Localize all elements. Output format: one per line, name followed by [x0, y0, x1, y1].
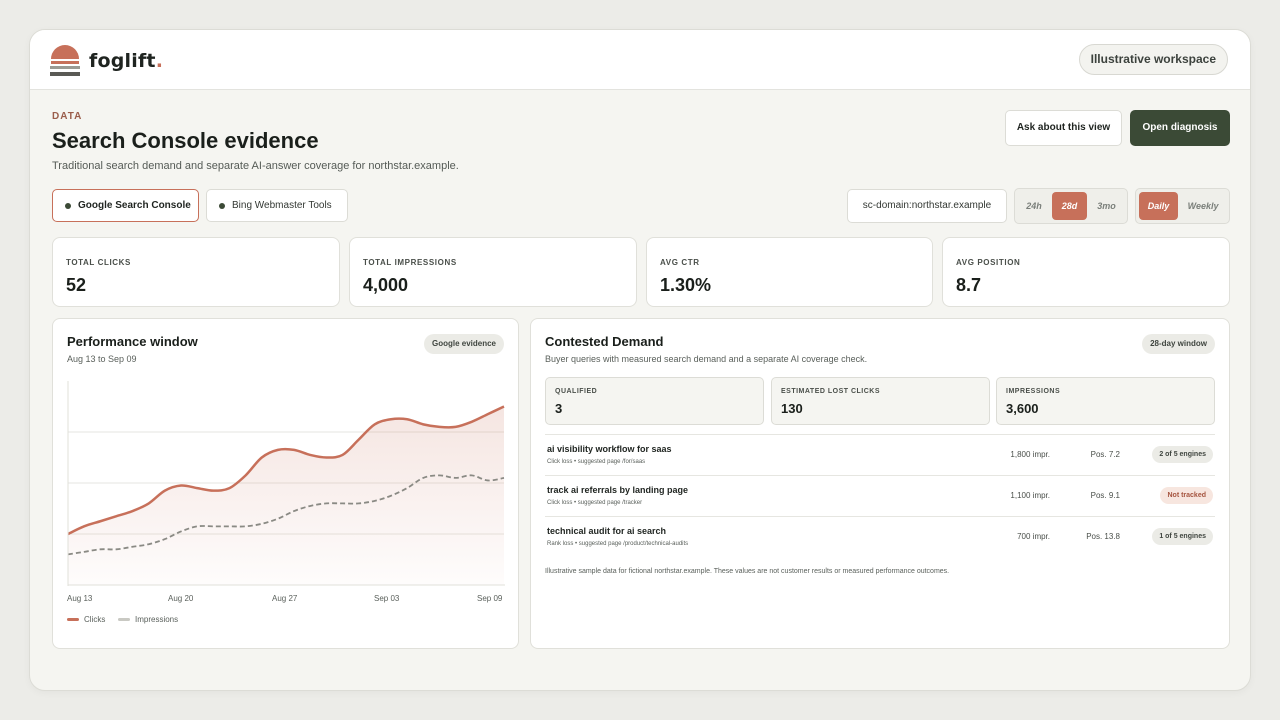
- engine-coverage-badge: 2 of 5 engines: [1152, 446, 1213, 463]
- x-tick-label: Sep 09: [477, 594, 503, 603]
- google-evidence-badge: Google evidence: [423, 334, 504, 354]
- x-tick-label: Aug 13: [67, 594, 93, 603]
- card-title: Performance window: [67, 334, 198, 349]
- legend-impressions: Impressions: [118, 615, 178, 624]
- query-row[interactable]: track ai referrals by landing page Click…: [545, 475, 1215, 516]
- stat-value: 3: [555, 401, 563, 416]
- kpi-total-clicks: TOTAL CLICKS 52: [52, 237, 340, 307]
- stat-label: ESTIMATED LOST CLICKS: [781, 388, 881, 395]
- kpi-value: 4,000: [363, 275, 409, 295]
- stat-estimated-lost-clicks: ESTIMATED LOST CLICKS 130: [771, 377, 990, 425]
- x-tick-label: Aug 27: [272, 594, 298, 603]
- query-detail: Click loss • suggested page /tracker: [547, 500, 643, 506]
- kpi-total-impressions: TOTAL IMPRESSIONS 4,000: [349, 237, 637, 307]
- query-detail: Rank loss • suggested page /product/tech…: [547, 541, 689, 547]
- query-impressions: 1,100 impr.: [1010, 491, 1050, 500]
- query-position: Pos. 7.2: [1090, 450, 1120, 459]
- kpi-value: 1.30%: [660, 275, 712, 295]
- contested-demand-card: Contested Demand Buyer queries with meas…: [530, 318, 1230, 649]
- query-row[interactable]: technical audit for ai search Rank loss …: [545, 516, 1215, 557]
- page-subtitle: Traditional search demand and separate A…: [52, 160, 459, 172]
- kpi-avg-ctr: AVG CTR 1.30%: [646, 237, 933, 307]
- performance-window-card: Performance window Aug 13 to Sep 09 Goog…: [52, 318, 519, 649]
- kpi-value: 52: [66, 275, 87, 295]
- query-row[interactable]: ai visibility workflow for saas Click lo…: [545, 434, 1215, 475]
- x-tick-label: Aug 20: [168, 594, 194, 603]
- stat-impressions: IMPRESSIONS 3,600: [996, 377, 1215, 425]
- range-option-3mo[interactable]: 3mo: [1097, 201, 1116, 211]
- granularity-daily[interactable]: Daily: [1139, 192, 1179, 220]
- domain-selector[interactable]: sc-domain:northstar.example: [847, 189, 1007, 223]
- tab-label: Google Search Console: [78, 200, 191, 211]
- query-impressions: 1,800 impr.: [1010, 450, 1050, 459]
- workspace-switcher[interactable]: Illustrative workspace: [1078, 44, 1228, 75]
- page-title: Search Console evidence: [52, 128, 319, 153]
- window-badge: 28-day window: [1142, 334, 1215, 354]
- kpi-value: 8.7: [956, 275, 982, 295]
- stat-value: 130: [781, 401, 803, 416]
- legend-clicks: Clicks: [67, 615, 105, 624]
- app-window: foglift. Illustrative workspace DATA Sea…: [29, 29, 1251, 691]
- kpi-avg-position: AVG POSITION 8.7: [942, 237, 1230, 307]
- granularity-weekly[interactable]: Weekly: [1187, 201, 1219, 211]
- open-diagnosis-button[interactable]: Open diagnosis: [1130, 110, 1230, 146]
- foglift-logo-icon: [50, 45, 80, 76]
- kpi-label: AVG CTR: [660, 258, 700, 267]
- ask-about-view-button[interactable]: Ask about this view: [1005, 110, 1122, 146]
- query-position: Pos. 9.1: [1090, 491, 1120, 500]
- kpi-label: TOTAL CLICKS: [66, 258, 131, 267]
- brand-name[interactable]: foglift.: [89, 50, 164, 72]
- stat-value: 3,600: [1006, 401, 1039, 416]
- tab-label: Bing Webmaster Tools: [232, 200, 332, 211]
- card-subtitle: Buyer queries with measured search deman…: [545, 354, 868, 364]
- status-dot-icon: [65, 203, 71, 209]
- stat-label: QUALIFIED: [555, 388, 598, 395]
- range-option-28d[interactable]: 28d: [1052, 192, 1087, 220]
- card-title: Contested Demand: [545, 334, 664, 349]
- stat-qualified: QUALIFIED 3: [545, 377, 764, 425]
- query-impressions: 700 impr.: [1017, 532, 1050, 541]
- tab-bing-webmaster-tools[interactable]: Bing Webmaster Tools: [206, 189, 348, 222]
- status-dot-icon: [219, 203, 225, 209]
- disclaimer-text: Illustrative sample data for fictional n…: [545, 568, 950, 575]
- tab-google-search-console[interactable]: Google Search Console: [52, 189, 199, 222]
- query-text: ai visibility workflow for saas: [547, 444, 672, 454]
- top-bar: foglift. Illustrative workspace: [30, 30, 1250, 90]
- section-eyebrow: DATA: [52, 111, 83, 122]
- engine-coverage-badge: Not tracked: [1160, 487, 1213, 504]
- query-text: technical audit for ai search: [547, 526, 667, 536]
- date-range-label: Aug 13 to Sep 09: [67, 354, 137, 364]
- performance-line-chart: [67, 381, 505, 586]
- query-text: track ai referrals by landing page: [547, 485, 689, 495]
- kpi-label: AVG POSITION: [956, 258, 1021, 267]
- date-range-toggle: 24h 28d 3mo: [1014, 188, 1128, 224]
- range-option-24h[interactable]: 24h: [1026, 201, 1042, 211]
- kpi-label: TOTAL IMPRESSIONS: [363, 258, 457, 267]
- granularity-toggle: Daily Weekly: [1135, 188, 1230, 224]
- x-tick-label: Sep 03: [374, 594, 400, 603]
- clicks-line: [67, 405, 505, 536]
- engine-coverage-badge: 1 of 5 engines: [1152, 528, 1213, 545]
- stat-label: IMPRESSIONS: [1006, 388, 1061, 395]
- query-detail: Click loss • suggested page /for/saas: [547, 459, 646, 465]
- query-position: Pos. 13.8: [1086, 532, 1120, 541]
- clicks-area: [68, 406, 504, 585]
- impressions-line: [67, 474, 505, 556]
